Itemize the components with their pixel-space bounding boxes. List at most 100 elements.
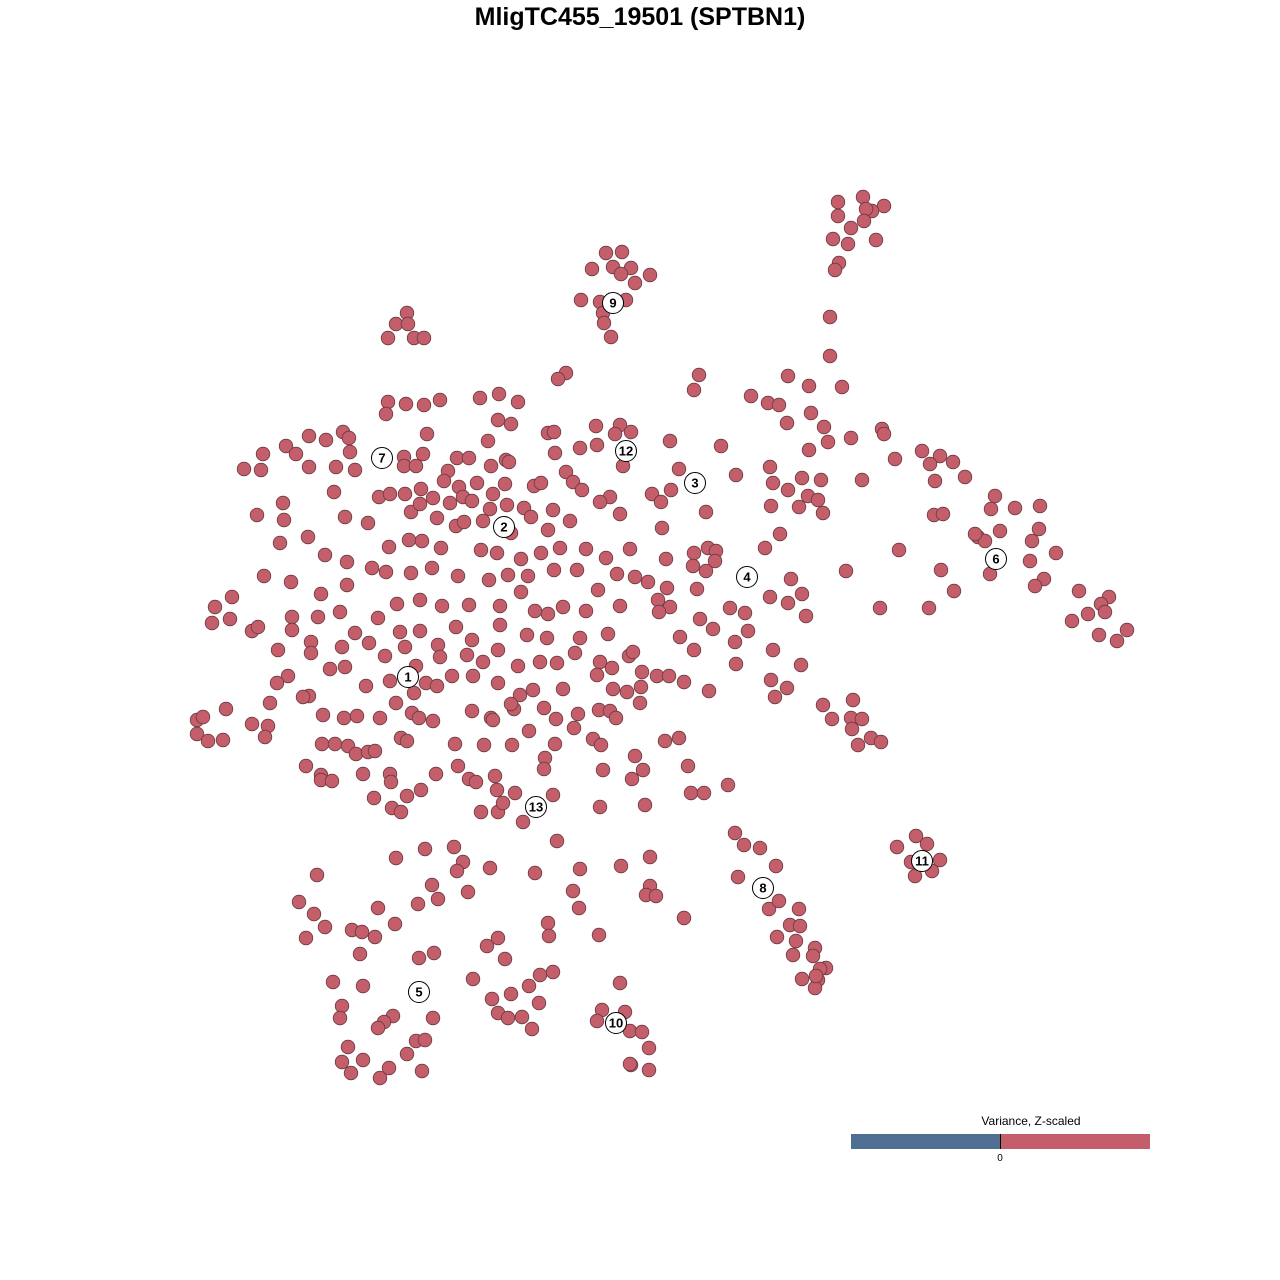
cluster-label-text: 3 — [691, 476, 698, 491]
data-point — [608, 710, 624, 726]
data-point — [510, 658, 526, 674]
data-point — [805, 948, 821, 964]
data-point — [752, 840, 768, 856]
data-point — [465, 971, 481, 987]
data-point — [446, 839, 462, 855]
data-point — [236, 461, 252, 477]
data-point — [727, 825, 743, 841]
data-point — [533, 475, 549, 491]
data-point — [822, 348, 838, 364]
data-point — [396, 458, 412, 474]
data-point — [532, 967, 548, 983]
data-point — [637, 797, 653, 813]
data-point — [761, 901, 777, 917]
data-point — [269, 675, 285, 691]
data-point — [501, 454, 517, 470]
data-point — [635, 762, 651, 778]
data-point — [479, 938, 495, 954]
data-point — [705, 621, 721, 637]
data-point — [698, 504, 714, 520]
data-point — [514, 1009, 530, 1025]
data-point — [393, 804, 409, 820]
data-point — [429, 510, 445, 526]
data-point — [945, 454, 961, 470]
data-point — [472, 390, 488, 406]
data-point — [270, 642, 286, 658]
data-point — [412, 623, 428, 639]
data-point — [771, 397, 787, 413]
data-point — [722, 600, 738, 616]
data-point — [461, 597, 477, 613]
data-point — [801, 442, 817, 458]
data-point — [473, 804, 489, 820]
data-point — [793, 657, 809, 673]
data-point — [490, 642, 506, 658]
data-point — [473, 542, 489, 558]
cluster-label-badge — [985, 548, 1007, 570]
data-point — [388, 316, 404, 332]
data-point — [1080, 606, 1096, 622]
data-point — [515, 814, 531, 830]
data-point — [355, 766, 371, 782]
data-point — [425, 490, 441, 506]
data-point — [644, 486, 660, 502]
data-point — [914, 443, 930, 459]
data-point — [436, 473, 452, 489]
data-point — [491, 386, 507, 402]
data-point — [485, 712, 501, 728]
data-point — [469, 475, 485, 491]
data-point — [531, 995, 547, 1011]
data-point — [315, 707, 331, 723]
data-point — [987, 488, 1003, 504]
data-point — [727, 634, 743, 650]
data-point — [200, 733, 216, 749]
cluster-label-text: 9 — [609, 296, 616, 311]
data-point — [256, 568, 272, 584]
data-point — [1064, 613, 1080, 629]
data-point — [545, 964, 561, 980]
data-point — [634, 664, 650, 680]
data-point — [412, 496, 428, 512]
data-point — [545, 787, 561, 803]
data-point — [566, 720, 582, 736]
data-point — [698, 563, 714, 579]
data-point — [641, 1062, 657, 1078]
data-point — [448, 619, 464, 635]
data-point — [432, 649, 448, 665]
data-point — [218, 701, 234, 717]
data-point — [408, 458, 424, 474]
data-point — [685, 558, 701, 574]
data-point — [858, 201, 874, 217]
data-point — [549, 833, 565, 849]
data-point — [355, 1052, 371, 1068]
data-point — [300, 529, 316, 545]
data-point — [772, 526, 788, 542]
data-point — [249, 507, 265, 523]
data-point — [416, 397, 432, 413]
data-point — [600, 626, 616, 642]
data-point — [222, 611, 238, 627]
data-point — [547, 445, 563, 461]
legend-colorbar — [851, 1134, 1150, 1149]
data-point — [840, 236, 856, 252]
data-point — [552, 540, 568, 556]
cluster-label-badge — [911, 850, 933, 872]
data-point — [397, 486, 413, 502]
data-point — [255, 446, 271, 462]
data-point — [596, 315, 612, 331]
data-point — [1024, 533, 1040, 549]
data-point — [412, 592, 428, 608]
data-point — [640, 574, 656, 590]
data-point — [352, 946, 368, 962]
data-point — [567, 645, 583, 661]
data-point — [492, 598, 508, 614]
data-point — [380, 394, 396, 410]
data-point — [584, 261, 600, 277]
data-point — [927, 473, 943, 489]
data-point — [524, 1021, 540, 1037]
data-point — [676, 674, 692, 690]
data-point — [336, 710, 352, 726]
data-point — [482, 501, 498, 517]
data-point — [768, 858, 784, 874]
